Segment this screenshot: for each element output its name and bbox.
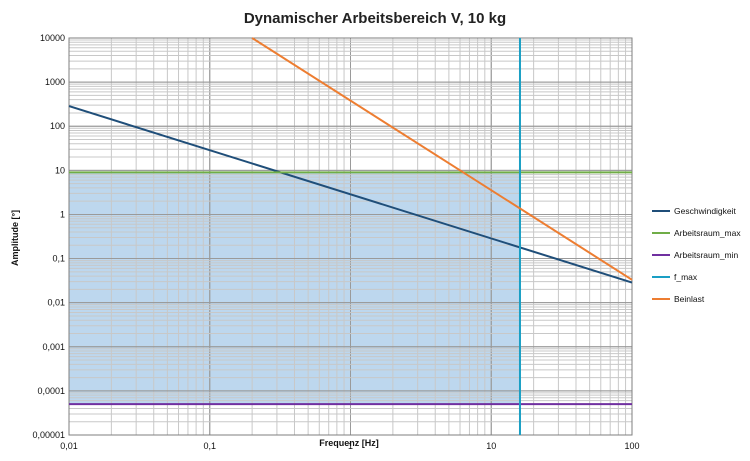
- y-tick-label: 0,0001: [37, 386, 65, 396]
- y-tick-label: 10: [55, 165, 65, 175]
- x-tick-label: 0,01: [60, 441, 78, 451]
- y-axis-label: Amplitude [°]: [10, 210, 20, 266]
- x-tick-label: 0,1: [203, 441, 216, 451]
- y-tick-label: 0,01: [47, 298, 65, 308]
- legend-entry: Geschwindigkeit: [674, 206, 737, 216]
- y-tick-label: 0,1: [52, 254, 65, 264]
- series-line-geschwindigkeit: [68, 105, 633, 284]
- legend-entry: f_max: [674, 272, 698, 282]
- legend-entry: Arbeitsraum_min: [674, 250, 739, 260]
- plot-border: [68, 37, 633, 436]
- legend-entry: Arbeitsraum_max: [674, 228, 741, 238]
- y-tick-label: 0,001: [42, 342, 65, 352]
- y-tick-label: 1: [60, 209, 65, 219]
- y-tick-label: 1000: [45, 77, 65, 87]
- legend-entry: Beinlast: [674, 294, 705, 304]
- chart-title: Dynamischer Arbeitsbereich V, 10 kg: [244, 10, 506, 27]
- y-tick-label: 0,00001: [32, 430, 65, 440]
- x-tick-label: 1: [348, 441, 353, 451]
- x-axis-label: Frequenz [Hz]: [319, 438, 379, 448]
- y-tick-label: 10000: [40, 33, 65, 43]
- x-tick-label: 10: [486, 441, 496, 451]
- series-line-beinlast: [251, 37, 633, 281]
- x-tick-label: 100: [624, 441, 639, 451]
- y-tick-label: 100: [50, 121, 65, 131]
